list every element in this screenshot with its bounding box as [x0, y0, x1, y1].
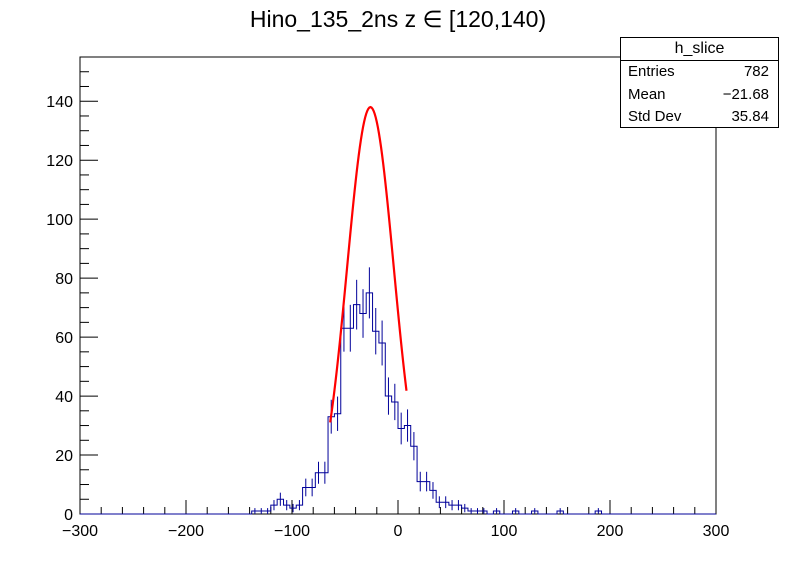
y-tick-label: 60	[55, 330, 73, 347]
x-tick-label: −300	[62, 523, 98, 540]
stats-label: Entries	[628, 63, 675, 80]
y-tick-label: 100	[46, 212, 73, 229]
y-tick-label: 80	[55, 271, 73, 288]
x-tick-label: 100	[491, 523, 518, 540]
x-tick-label: −200	[168, 523, 204, 540]
stats-value: 35.84	[731, 108, 769, 125]
stats-value: −21.68	[722, 85, 769, 103]
stats-label: Mean	[628, 85, 666, 103]
stats-row-mean: Mean −21.68	[621, 84, 778, 107]
stats-histogram-name: h_slice	[621, 38, 778, 61]
chart-title: Hino_135_2ns z ∈ [120,140)	[249, 6, 547, 32]
x-tick-label: 0	[394, 523, 403, 540]
stats-box: h_slice Entries 782 Mean −21.68 Std Dev …	[620, 37, 779, 128]
axes: −300 −200 −100 0 100 200 300 0 20 40 60 80 100 120 140	[46, 56, 730, 540]
stats-row-entries: Entries 782	[621, 61, 778, 84]
y-tick-label: 20	[55, 448, 73, 465]
stats-value: 782	[743, 63, 769, 80]
fit-curve	[329, 105, 408, 423]
stats-row-stddev: Std Dev 35.84	[621, 106, 778, 129]
histogram-outline	[80, 292, 716, 515]
stats-label: Std Dev	[628, 108, 682, 125]
y-tick-label: 140	[46, 94, 73, 111]
y-tick-label: 0	[64, 507, 73, 524]
y-tick-label: 120	[46, 153, 73, 170]
fit-curve-group	[329, 105, 408, 423]
y-tick-label: 40	[55, 389, 73, 406]
x-tick-label: −100	[274, 523, 310, 540]
x-tick-label: 200	[597, 523, 624, 540]
x-tick-label: 300	[703, 523, 730, 540]
